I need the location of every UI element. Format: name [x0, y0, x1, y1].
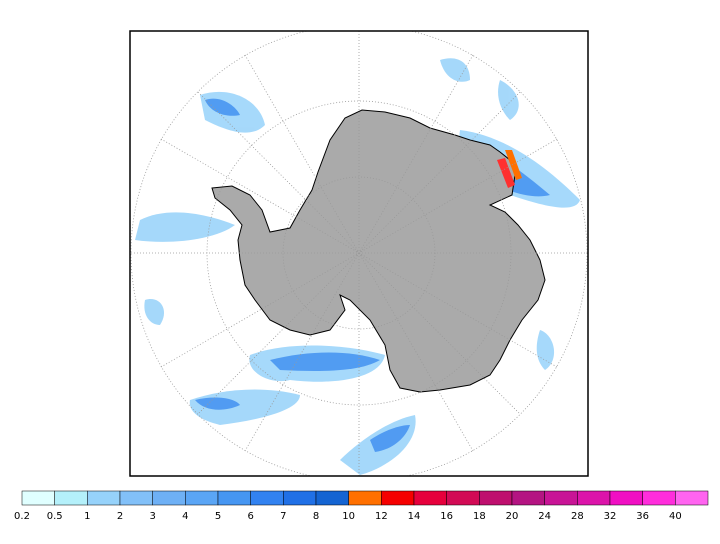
- color-swatch: [152, 490, 186, 506]
- color-swatch: [446, 490, 480, 506]
- colorbar-label: 0.5: [47, 511, 63, 522]
- color-swatch: [119, 490, 153, 506]
- colorbar-label: 18: [473, 511, 486, 522]
- colorbar-label: 6: [247, 511, 253, 522]
- color-swatch: [544, 490, 578, 506]
- antarctica: [211, 109, 546, 393]
- color-swatch: [675, 490, 709, 506]
- colorbar-label: 24: [538, 511, 551, 522]
- colorbar-label: 36: [636, 511, 649, 522]
- color-swatch: [381, 490, 415, 506]
- colorbar-label: 16: [440, 511, 453, 522]
- color-swatch: [87, 490, 121, 506]
- colorbar-label: 20: [506, 511, 519, 522]
- colorbar-label: 28: [571, 511, 584, 522]
- colorbar: 0.2 0.5 1 2 3 4 5 6 7 8 10 12 14 16 18 20 24 28 32 36 40: [14, 490, 709, 522]
- colorbar-label: 0.2: [14, 511, 30, 522]
- colorbar-label: 10: [342, 511, 355, 522]
- colorbar-label: 14: [408, 511, 421, 522]
- precip-extreme: [497, 150, 522, 188]
- color-swatch: [283, 490, 317, 506]
- colorbar-label: 32: [604, 511, 617, 522]
- color-swatch: [315, 490, 349, 506]
- colorbar-label: 3: [149, 511, 155, 522]
- map: [130, 31, 588, 476]
- color-swatch: [185, 490, 219, 506]
- colorbar-label: 4: [182, 511, 188, 522]
- colorbar-label: 5: [215, 511, 221, 522]
- color-swatch: [413, 490, 447, 506]
- colorbar-label: 7: [280, 511, 286, 522]
- colorbar-label: 8: [313, 511, 319, 522]
- color-swatch: [609, 490, 643, 506]
- color-swatch: [642, 490, 676, 506]
- color-swatch: [21, 490, 55, 506]
- graticule: [130, 31, 588, 476]
- color-swatch: [348, 490, 382, 506]
- colorbar-label: 2: [117, 511, 123, 522]
- colorbar-label: 40: [669, 511, 682, 522]
- color-swatch: [511, 490, 545, 506]
- color-swatch: [577, 490, 611, 506]
- color-swatch: [217, 490, 251, 506]
- map-frame: [129, 30, 589, 477]
- colorbar-label: 12: [375, 511, 388, 522]
- colorbar-label: 1: [84, 511, 90, 522]
- color-swatch: [250, 490, 284, 506]
- color-swatch: [479, 490, 513, 506]
- color-swatch: [54, 490, 88, 506]
